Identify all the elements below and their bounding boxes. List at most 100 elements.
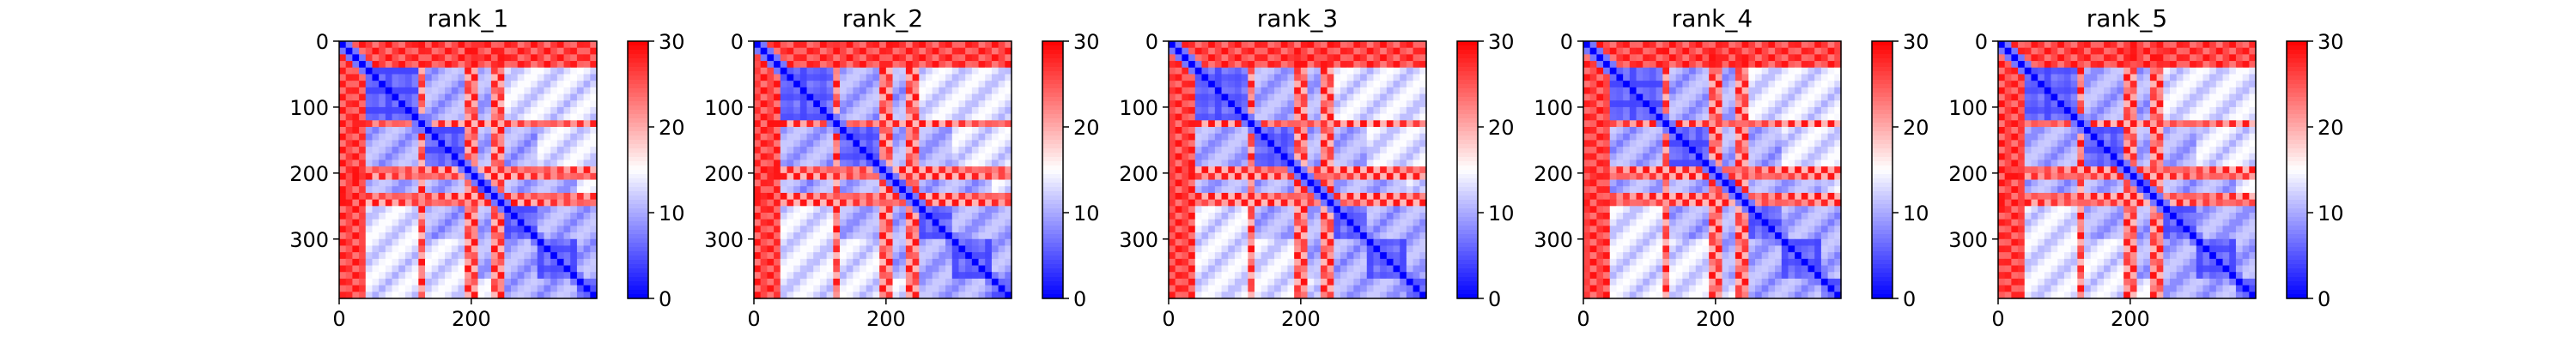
heatmap-cell: [939, 292, 946, 299]
heatmap-cell: [813, 179, 821, 187]
heatmap-cell: [879, 74, 887, 81]
heatmap-cell: [1307, 226, 1315, 233]
heatmap-cell: [985, 87, 993, 95]
heatmap-cell: [1005, 93, 1012, 101]
heatmap-cell: [365, 192, 374, 201]
heatmap-cell: [484, 93, 492, 101]
heatmap-cell: [1261, 172, 1268, 181]
heatmap-cell: [404, 258, 413, 267]
heatmap-cell: [1274, 179, 1282, 187]
heatmap-cell: [1400, 219, 1407, 226]
heatmap-cell: [846, 272, 854, 280]
colorbar-segment: [1457, 174, 1478, 179]
heatmap-cell: [846, 252, 854, 260]
heatmap-cell: [359, 140, 367, 147]
heatmap-cell: [404, 100, 413, 108]
heatmap-cell: [1294, 74, 1302, 81]
heatmap-cell: [1360, 54, 1368, 62]
heatmap-cell: [570, 67, 578, 75]
colorbar-segment: [1457, 41, 1478, 46]
heatmap-cell: [939, 238, 946, 247]
heatmap-cell: [806, 74, 814, 81]
colorbar-segment: [628, 187, 648, 192]
heatmap-cell: [840, 140, 848, 147]
heatmap-cell: [1413, 252, 1420, 260]
heatmap-cell: [1366, 81, 1375, 88]
heatmap-cell: [833, 47, 841, 55]
heatmap-cell: [1255, 206, 1262, 214]
heatmap-cell: [524, 292, 532, 299]
heatmap-cell: [1307, 67, 1315, 75]
heatmap-cell: [418, 41, 426, 49]
heatmap-cell: [352, 166, 360, 174]
heatmap-cell: [1662, 41, 1670, 49]
heatmap-cell: [345, 238, 353, 247]
heatmap-cell: [576, 265, 585, 273]
heatmap-cell: [932, 147, 939, 154]
heatmap-cell: [570, 219, 578, 226]
heatmap-cell: [1221, 265, 1229, 273]
heatmap-cell: [431, 54, 439, 62]
heatmap-cell: [965, 272, 973, 280]
heatmap-cell: [860, 67, 867, 75]
heatmap-cell: [1814, 47, 1822, 55]
heatmap-cell: [813, 272, 821, 280]
heatmap-cell: [490, 120, 499, 128]
heatmap-cell: [951, 238, 960, 247]
heatmap-cell: [1327, 147, 1334, 154]
heatmap-cell: [819, 265, 828, 273]
heatmap-cell: [912, 166, 920, 174]
heatmap-cell: [1280, 61, 1289, 69]
heatmap-cell: [826, 153, 834, 161]
heatmap-cell: [919, 54, 927, 62]
heatmap-cell: [372, 172, 380, 181]
heatmap-cell: [1386, 226, 1394, 233]
heatmap-cell: [511, 100, 519, 108]
heatmap-cell: [1346, 179, 1354, 187]
heatmap-cell: [860, 153, 867, 161]
heatmap-cell: [1400, 285, 1407, 292]
heatmap-cell: [425, 252, 433, 260]
heatmap-cell: [372, 192, 380, 201]
heatmap-cell: [1334, 245, 1341, 253]
heatmap-cell: [531, 265, 538, 273]
heatmap-cell: [1629, 41, 1637, 49]
heatmap-cell: [425, 147, 433, 154]
heatmap-cell: [840, 100, 848, 108]
heatmap-cell: [1221, 147, 1229, 154]
heatmap-cell: [1274, 100, 1282, 108]
heatmap-cell: [1360, 179, 1368, 187]
heatmap-cell: [1327, 192, 1334, 201]
heatmap-cell: [1188, 265, 1196, 273]
heatmap-cell: [1248, 179, 1255, 187]
heatmap-cell: [939, 93, 946, 101]
heatmap-cell: [767, 258, 775, 267]
heatmap-cell: [497, 199, 505, 207]
heatmap-cell: [1307, 93, 1315, 101]
heatmap-cell: [806, 278, 814, 286]
heatmap-cell: [1294, 100, 1302, 108]
heatmap-cell: [1386, 113, 1394, 121]
heatmap-cell: [1294, 213, 1302, 220]
heatmap-cell: [425, 172, 433, 181]
heatmap-cell: [537, 192, 545, 201]
heatmap-cell: [339, 226, 347, 233]
heatmap-cell: [846, 172, 854, 181]
heatmap-cell: [438, 166, 446, 174]
heatmap-cell: [1307, 127, 1315, 135]
heatmap: [754, 41, 1012, 299]
heatmap-cell: [1228, 93, 1236, 101]
heatmap-cell: [379, 61, 386, 69]
heatmap-cell: [451, 199, 459, 207]
heatmap-cell: [912, 93, 920, 101]
heatmap-cell: [1280, 133, 1289, 141]
heatmap-cell: [1386, 206, 1394, 214]
heatmap-cell: [912, 67, 920, 75]
heatmap-cell: [971, 61, 980, 69]
heatmap-cell: [919, 41, 927, 49]
heatmap-cell: [339, 265, 347, 273]
heatmap-cell: [497, 87, 505, 95]
heatmap-cell: [885, 127, 894, 135]
colorbar-segment: [1457, 187, 1478, 192]
heatmap-cell: [1228, 199, 1236, 207]
